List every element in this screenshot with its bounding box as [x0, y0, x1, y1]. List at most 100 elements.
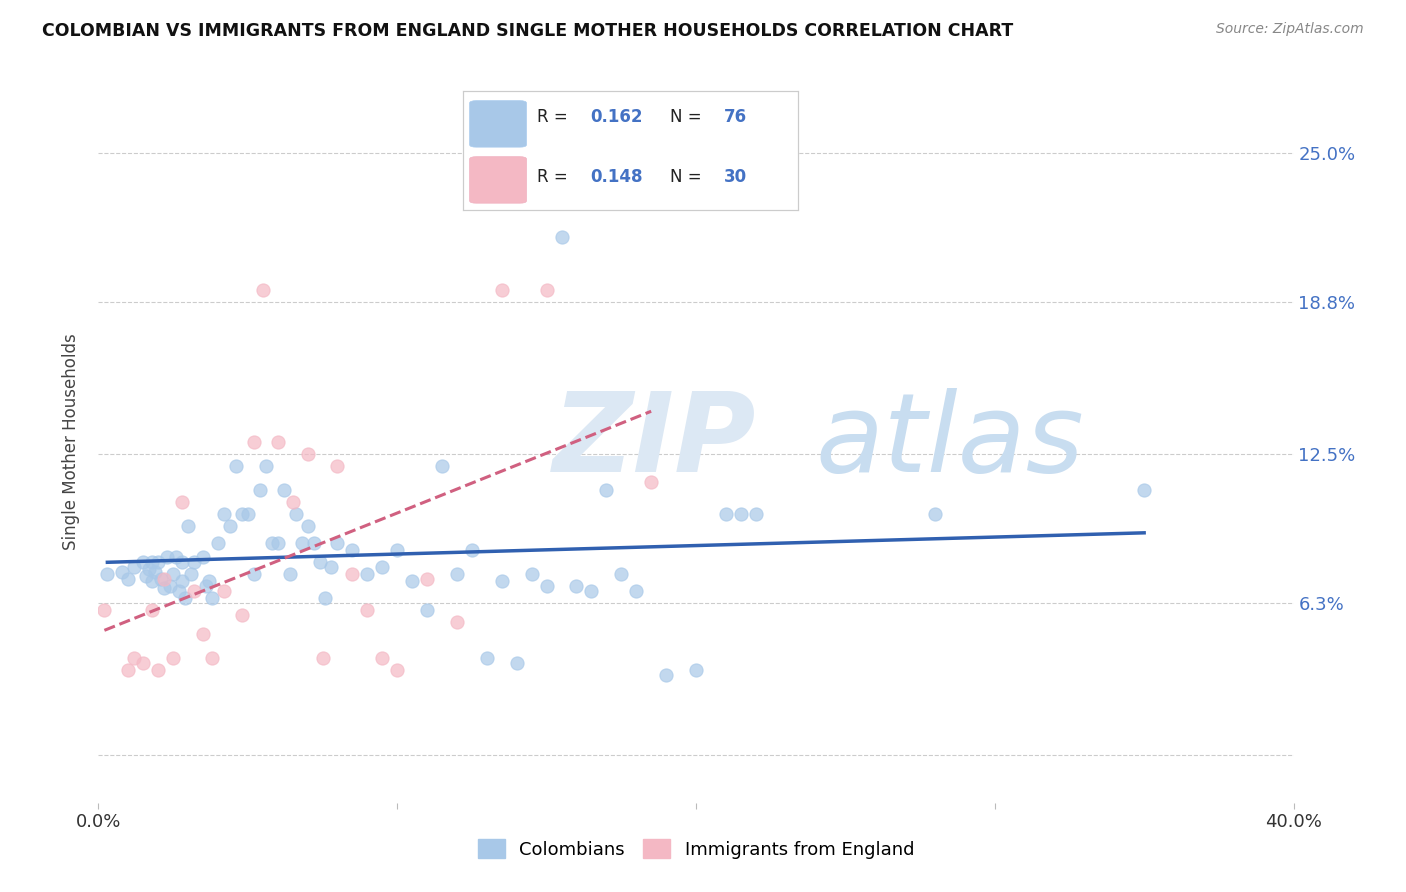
Point — [243, 434, 266, 449]
Point — [924, 507, 946, 521]
Point — [342, 542, 364, 557]
Point — [730, 507, 752, 521]
Point — [96, 567, 118, 582]
Point — [284, 507, 307, 521]
Point — [249, 483, 271, 497]
Point — [385, 664, 409, 678]
Point — [302, 535, 325, 549]
Point — [201, 591, 224, 606]
Point — [141, 555, 163, 569]
Point — [132, 656, 155, 670]
Point — [201, 651, 224, 665]
Point — [536, 579, 558, 593]
Point — [685, 664, 707, 678]
Point — [315, 591, 337, 606]
Point — [626, 583, 648, 598]
Point — [236, 507, 259, 521]
Point — [281, 494, 304, 508]
Point — [135, 569, 157, 583]
Point — [148, 555, 170, 569]
Point — [148, 664, 170, 678]
Point — [326, 535, 349, 549]
Point — [430, 458, 453, 473]
Point — [156, 550, 179, 565]
Point — [153, 572, 176, 586]
Point — [138, 562, 160, 576]
Point — [191, 550, 214, 565]
Point — [153, 582, 176, 596]
Point — [745, 507, 768, 521]
Point — [371, 559, 394, 574]
Point — [610, 567, 633, 582]
Point — [191, 627, 214, 641]
Text: COLOMBIAN VS IMMIGRANTS FROM ENGLAND SINGLE MOTHER HOUSEHOLDS CORRELATION CHART: COLOMBIAN VS IMMIGRANTS FROM ENGLAND SIN… — [42, 22, 1014, 40]
Point — [180, 567, 202, 582]
Point — [475, 651, 498, 665]
Text: ZIP: ZIP — [553, 388, 756, 495]
Point — [491, 283, 513, 297]
Point — [231, 507, 253, 521]
Text: atlas: atlas — [815, 388, 1084, 495]
Point — [159, 579, 181, 593]
Point — [1133, 483, 1156, 497]
Point — [254, 458, 277, 473]
Point — [595, 483, 617, 497]
Point — [356, 567, 378, 582]
Point — [150, 572, 173, 586]
Point — [520, 567, 543, 582]
Point — [162, 567, 184, 582]
Point — [506, 656, 529, 670]
Point — [132, 555, 155, 569]
Point — [446, 567, 468, 582]
Point — [326, 458, 349, 473]
Point — [401, 574, 423, 589]
Point — [565, 579, 588, 593]
Point — [117, 572, 139, 586]
Point — [172, 555, 194, 569]
Point — [640, 475, 662, 490]
Point — [416, 572, 439, 586]
Point — [174, 591, 197, 606]
Point — [195, 579, 218, 593]
Point — [356, 603, 378, 617]
Point — [143, 565, 166, 579]
Point — [273, 483, 295, 497]
Point — [117, 664, 139, 678]
Point — [714, 507, 737, 521]
Point — [124, 651, 146, 665]
Point — [141, 574, 163, 589]
Point — [207, 535, 229, 549]
Point — [655, 668, 678, 682]
Point — [385, 542, 409, 557]
Point — [252, 283, 274, 297]
Point — [342, 567, 364, 582]
Point — [371, 651, 394, 665]
Point — [212, 583, 235, 598]
Point — [183, 555, 205, 569]
Point — [198, 574, 221, 589]
Point — [183, 583, 205, 598]
Point — [321, 559, 343, 574]
Point — [212, 507, 235, 521]
Point — [278, 567, 301, 582]
Point — [141, 603, 163, 617]
Point — [550, 230, 572, 244]
Point — [225, 458, 247, 473]
Point — [297, 446, 319, 460]
Point — [291, 535, 314, 549]
Point — [308, 555, 330, 569]
Point — [416, 603, 439, 617]
Point — [172, 574, 194, 589]
Point — [167, 583, 190, 598]
Point — [243, 567, 266, 582]
Point — [267, 535, 290, 549]
Legend: Colombians, Immigrants from England: Colombians, Immigrants from England — [471, 832, 921, 866]
Y-axis label: Single Mother Households: Single Mother Households — [62, 334, 80, 549]
Point — [536, 283, 558, 297]
Point — [491, 574, 513, 589]
Point — [165, 550, 187, 565]
Point — [231, 607, 253, 622]
Point — [93, 603, 115, 617]
Point — [461, 542, 484, 557]
Point — [111, 565, 134, 579]
